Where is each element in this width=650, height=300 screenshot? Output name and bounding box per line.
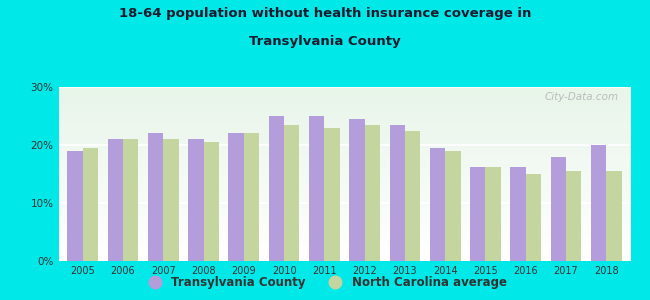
- Bar: [284, 125, 300, 261]
- Text: City-Data.com: City-Data.com: [545, 92, 619, 102]
- Bar: [309, 116, 324, 261]
- Bar: [324, 128, 340, 261]
- Bar: [445, 151, 460, 261]
- Text: 18-64 population without health insurance coverage in: 18-64 population without health insuranc…: [119, 8, 531, 20]
- Bar: [470, 167, 486, 261]
- Bar: [108, 139, 123, 261]
- Bar: [606, 171, 621, 261]
- Bar: [349, 119, 365, 261]
- Bar: [229, 134, 244, 261]
- Bar: [83, 148, 98, 261]
- Bar: [148, 134, 163, 261]
- Text: Transylvania County: Transylvania County: [249, 34, 401, 47]
- Bar: [244, 134, 259, 261]
- Bar: [510, 167, 526, 261]
- Bar: [163, 139, 179, 261]
- Bar: [203, 142, 219, 261]
- Bar: [526, 174, 541, 261]
- Bar: [188, 139, 203, 261]
- Bar: [365, 125, 380, 261]
- Bar: [430, 148, 445, 261]
- Bar: [68, 151, 83, 261]
- Bar: [123, 139, 138, 261]
- Bar: [486, 167, 500, 261]
- Bar: [591, 145, 606, 261]
- Bar: [551, 157, 566, 261]
- Bar: [405, 130, 421, 261]
- Legend: Transylvania County, North Carolina average: Transylvania County, North Carolina aver…: [138, 272, 512, 294]
- Bar: [389, 125, 405, 261]
- Bar: [566, 171, 581, 261]
- Bar: [268, 116, 284, 261]
